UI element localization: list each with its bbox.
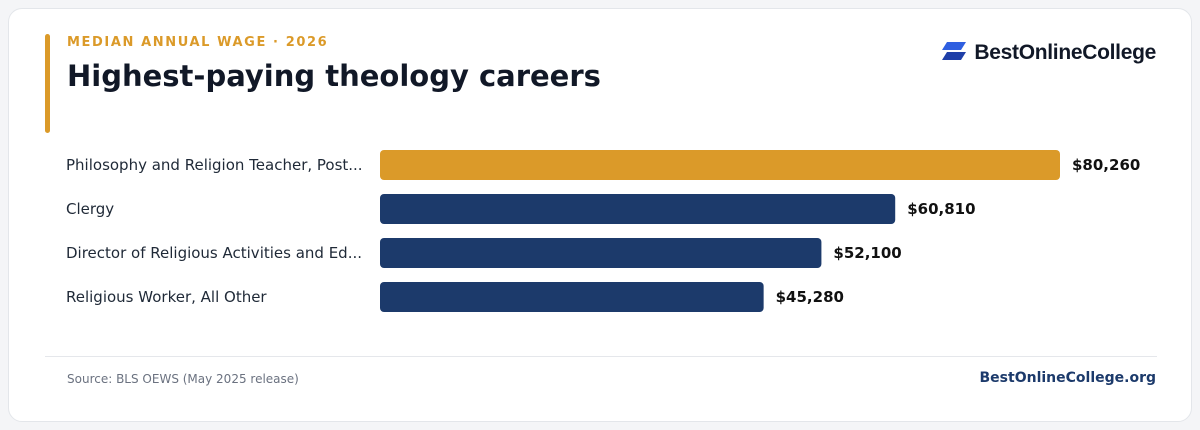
value-label: $80,260 (1072, 156, 1140, 174)
brand-logo[interactable]: BestOnlineCollege (942, 41, 1156, 65)
chart-title: Highest-paying theology careers (67, 59, 601, 93)
category-label: Philosophy and Religion Teacher, Post... (66, 156, 363, 174)
stacked-parallelograms-icon (942, 42, 967, 64)
value-label: $45,280 (776, 288, 844, 306)
accent-bar (45, 34, 50, 133)
footer-divider (45, 356, 1157, 357)
bar (380, 238, 822, 268)
bar (380, 282, 764, 312)
chart-eyebrow: MEDIAN ANNUAL WAGE · 2026 (67, 35, 329, 50)
site-link[interactable]: BestOnlineCollege.org (979, 370, 1156, 386)
chart-card: MEDIAN ANNUAL WAGE · 2026 Highest-paying… (8, 8, 1192, 422)
bar (380, 150, 1060, 180)
source-note: Source: BLS OEWS (May 2025 release) (67, 372, 299, 386)
category-label: Director of Religious Activities and Ed.… (66, 244, 362, 262)
value-label: $52,100 (833, 244, 901, 262)
value-label: $60,810 (907, 200, 975, 218)
category-label: Clergy (66, 200, 114, 218)
brand-name: BestOnlineCollege (974, 41, 1156, 64)
category-label: Religious Worker, All Other (66, 288, 267, 306)
bar (380, 194, 896, 224)
